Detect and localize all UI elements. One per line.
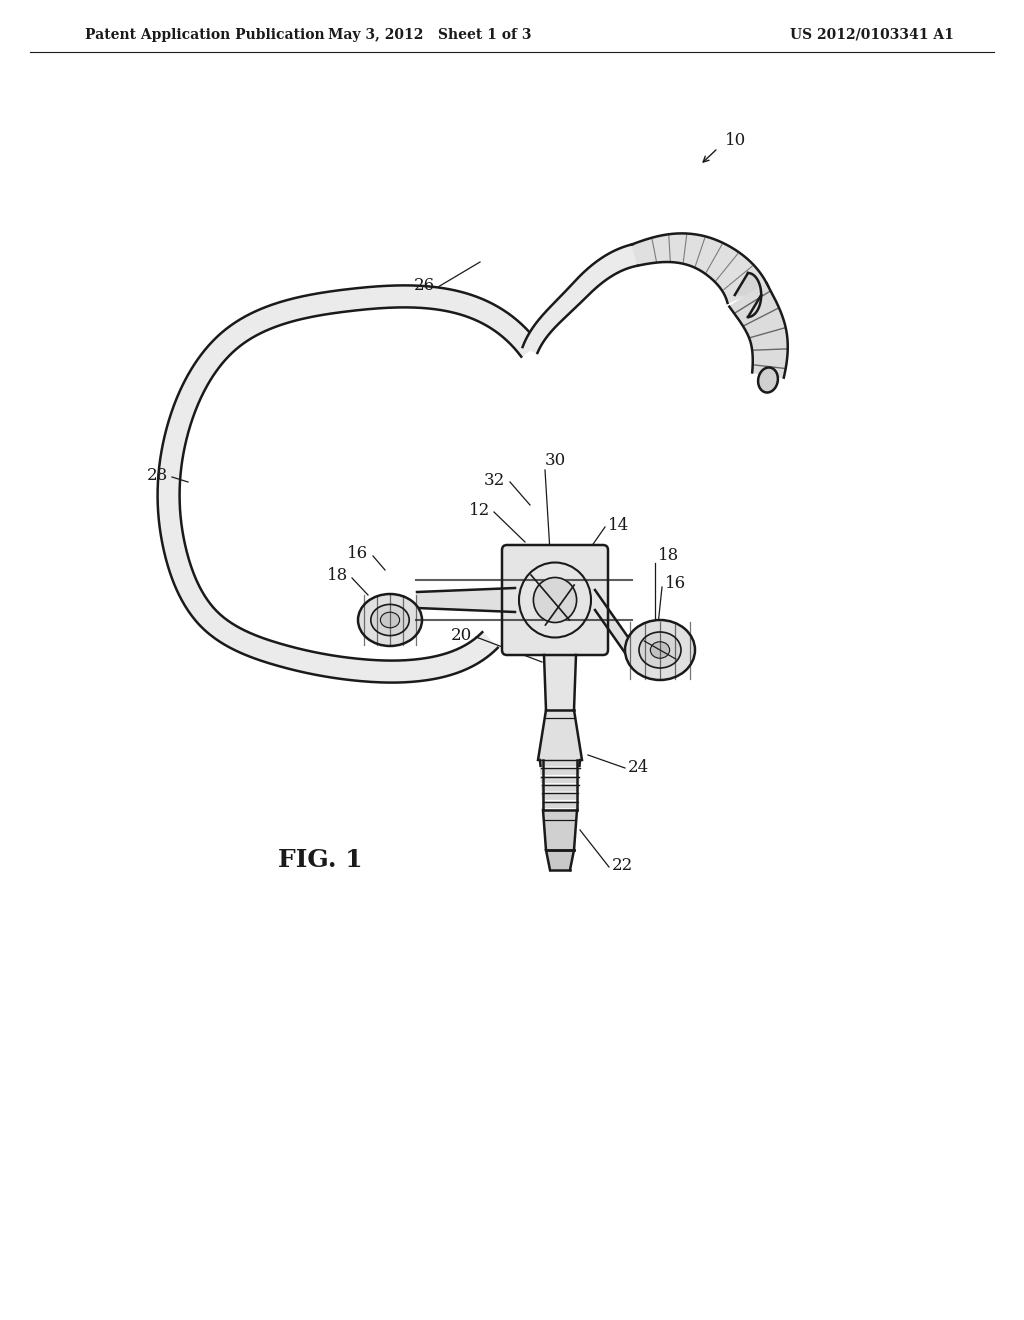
Text: 12: 12 [469, 502, 490, 519]
Polygon shape [735, 273, 761, 317]
Text: 20: 20 [451, 627, 472, 644]
Ellipse shape [639, 632, 681, 668]
FancyBboxPatch shape [502, 545, 608, 655]
Polygon shape [417, 587, 515, 612]
Text: 26: 26 [414, 277, 435, 294]
Text: 14: 14 [608, 517, 630, 535]
Polygon shape [595, 590, 630, 660]
Ellipse shape [625, 620, 695, 680]
Polygon shape [158, 285, 539, 682]
Text: 10: 10 [725, 132, 746, 149]
Polygon shape [522, 244, 637, 352]
Text: 24: 24 [628, 759, 649, 776]
Ellipse shape [380, 612, 399, 628]
Text: FIG. 1: FIG. 1 [278, 847, 362, 873]
Ellipse shape [534, 578, 577, 623]
Ellipse shape [650, 642, 670, 659]
Text: 22: 22 [612, 857, 633, 874]
Ellipse shape [371, 605, 410, 636]
Text: US 2012/0103341 A1: US 2012/0103341 A1 [790, 28, 954, 42]
Ellipse shape [358, 594, 422, 645]
Text: 18: 18 [658, 546, 679, 564]
Polygon shape [542, 785, 579, 791]
Text: 30: 30 [545, 451, 566, 469]
Polygon shape [542, 793, 578, 799]
Polygon shape [540, 760, 580, 766]
Polygon shape [546, 850, 574, 870]
Polygon shape [543, 810, 577, 850]
Ellipse shape [758, 367, 778, 392]
Text: 28: 28 [146, 467, 168, 484]
Text: 16: 16 [347, 545, 368, 562]
Text: May 3, 2012   Sheet 1 of 3: May 3, 2012 Sheet 1 of 3 [329, 28, 531, 42]
Polygon shape [544, 655, 575, 710]
Text: Patent Application Publication: Patent Application Publication [85, 28, 325, 42]
Text: 16: 16 [665, 576, 686, 591]
Polygon shape [632, 234, 768, 304]
Polygon shape [541, 776, 579, 783]
Text: 18: 18 [327, 568, 348, 583]
Text: 32: 32 [483, 473, 505, 488]
Polygon shape [541, 768, 580, 774]
Polygon shape [543, 801, 578, 808]
Polygon shape [729, 284, 787, 378]
Polygon shape [538, 710, 582, 760]
